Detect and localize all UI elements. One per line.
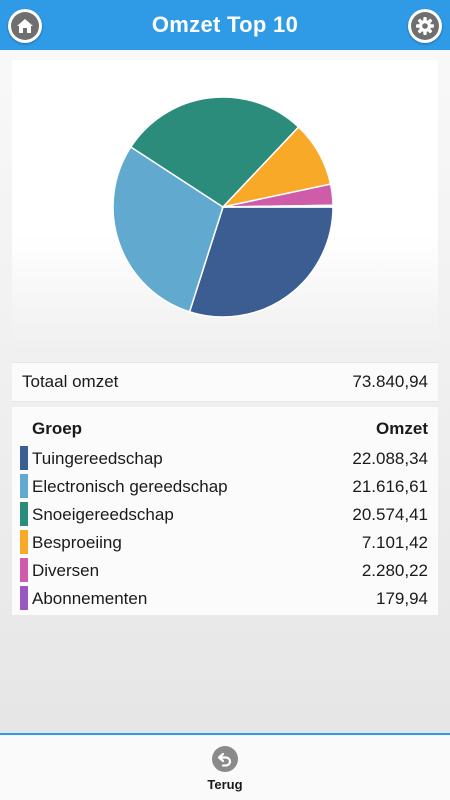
pie-slice-1[interactable]	[188, 206, 334, 318]
table-row[interactable]: Snoeigereedschap 20.574,41	[12, 500, 438, 528]
revenue-table: Groep Omzet Tuingereedschap 22.088,34 El…	[12, 407, 438, 615]
table-row[interactable]: Abonnementen 179,94	[12, 584, 438, 612]
row-omzet-value: 22.088,34	[352, 449, 428, 468]
row-group-name: Snoeigereedschap	[32, 505, 174, 524]
total-value: 73.840,94	[352, 372, 428, 391]
pie-slice-3[interactable]	[129, 96, 300, 208]
legend-swatch	[20, 474, 28, 498]
bottom-toolbar: Terug	[0, 733, 450, 800]
table-row[interactable]: Besproeiing 7.101,42	[12, 528, 438, 556]
table-row[interactable]: Tuingereedschap 22.088,34	[12, 444, 438, 472]
settings-button[interactable]	[408, 9, 442, 43]
legend-swatch	[20, 446, 28, 470]
row-group-name: Electronisch gereedschap	[32, 477, 228, 496]
column-header-group: Groep	[32, 419, 83, 438]
pie-chart	[112, 96, 334, 318]
pie-slice-2[interactable]	[112, 145, 224, 313]
home-button[interactable]	[8, 9, 42, 43]
gear-icon	[411, 12, 439, 40]
table-header: Groep Omzet	[12, 417, 438, 441]
back-label: Terug	[207, 777, 243, 792]
total-row: Totaal omzet 73.840,94	[12, 362, 438, 402]
app-header: Omzet Top 10	[0, 0, 450, 50]
total-label: Totaal omzet	[22, 372, 119, 391]
row-omzet-value: 2.280,22	[361, 561, 428, 580]
row-group-name: Tuingereedschap	[32, 449, 163, 468]
pie-slice-6[interactable]	[222, 204, 334, 208]
row-group-name: Abonnementen	[32, 589, 148, 608]
table-row[interactable]: Diversen 2.280,22	[12, 556, 438, 584]
legend-swatch	[20, 530, 28, 554]
row-group-name: Diversen	[32, 561, 100, 580]
page-title: Omzet Top 10	[151, 12, 299, 37]
row-omzet-value: 7.101,42	[361, 533, 428, 552]
table-row[interactable]: Electronisch gereedschap 21.616,61	[12, 472, 438, 500]
row-omzet-value: 21.616,61	[352, 477, 428, 496]
legend-swatch	[20, 558, 28, 582]
legend-swatch	[20, 502, 28, 526]
back-button[interactable]: Terug	[207, 735, 243, 800]
home-icon	[11, 12, 39, 40]
undo-arrow-icon	[212, 746, 238, 772]
row-omzet-value: 20.574,41	[352, 505, 428, 524]
legend-swatch	[20, 586, 28, 610]
pie-chart-panel	[12, 60, 438, 352]
row-omzet-value: 179,94	[376, 589, 428, 608]
row-group-name: Besproeiing	[32, 533, 122, 552]
column-header-omzet: Omzet	[376, 419, 428, 438]
